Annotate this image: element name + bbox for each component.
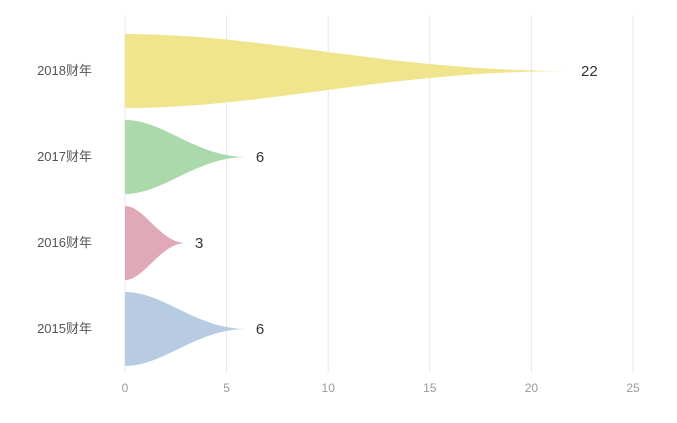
category-label-0: 2018财年: [37, 63, 92, 78]
category-label-3: 2015财年: [37, 321, 92, 336]
teardrop-shape-0[interactable]: [125, 34, 573, 108]
value-label-2: 3: [195, 235, 203, 252]
x-tick-label-15: 15: [423, 381, 437, 395]
teardrop-shape-2[interactable]: [125, 206, 186, 280]
value-label-1: 6: [256, 149, 264, 166]
x-tick-label-25: 25: [626, 381, 640, 395]
x-tick-label-10: 10: [322, 381, 336, 395]
teardrop-shape-3[interactable]: [125, 292, 247, 366]
value-label-0: 22: [581, 63, 598, 80]
x-tick-label-0: 0: [122, 381, 129, 395]
x-tick-label-5: 5: [223, 381, 230, 395]
teardrop-shape-1[interactable]: [125, 120, 247, 194]
value-label-3: 6: [256, 321, 264, 338]
x-tick-label-20: 20: [525, 381, 539, 395]
category-label-2: 2016财年: [37, 235, 92, 250]
category-label-1: 2017财年: [37, 149, 92, 164]
